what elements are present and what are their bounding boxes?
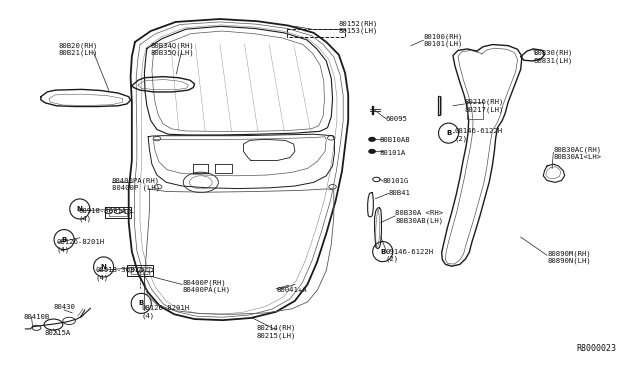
Text: 80152(RH)
80153(LH): 80152(RH) 80153(LH) <box>339 20 378 35</box>
Text: 08126-8201H
(4): 08126-8201H (4) <box>141 305 189 318</box>
Text: 80830(RH)
80831(LH): 80830(RH) 80831(LH) <box>533 49 573 64</box>
Text: 80B41: 80B41 <box>389 190 411 196</box>
Text: B: B <box>139 300 144 307</box>
Text: 80216(RH)
80217(LH): 80216(RH) 80217(LH) <box>464 99 504 113</box>
Text: 80430: 80430 <box>53 304 75 310</box>
Text: 08126-8201H
(4): 08126-8201H (4) <box>56 240 105 253</box>
Text: 80101G: 80101G <box>383 177 409 183</box>
Text: 80B30AC(RH)
80B30A1<LH>: 80B30AC(RH) 80B30A1<LH> <box>554 147 602 160</box>
Text: 80410B: 80410B <box>24 314 50 320</box>
Text: R8000023: R8000023 <box>576 344 616 353</box>
Text: 80B34Q(RH)
80B35Q(LH): 80B34Q(RH) 80B35Q(LH) <box>151 42 195 56</box>
Text: 80100(RH)
80101(LH): 80100(RH) 80101(LH) <box>424 33 463 47</box>
Text: N: N <box>100 264 106 270</box>
Text: N: N <box>77 206 83 212</box>
Circle shape <box>369 138 375 141</box>
Text: B: B <box>61 237 67 243</box>
Text: 80101A: 80101A <box>380 150 406 156</box>
Text: 60095: 60095 <box>386 116 408 122</box>
Text: 80215A: 80215A <box>45 330 71 336</box>
Text: 80890M(RH)
80890N(LH): 80890M(RH) 80890N(LH) <box>547 250 591 264</box>
Text: B: B <box>446 130 451 136</box>
Text: 80041+A: 80041+A <box>276 287 307 293</box>
Text: 80B10AB: 80B10AB <box>380 137 410 144</box>
Text: 80400P(RH)
80400PA(LH): 80400P(RH) 80400PA(LH) <box>182 279 230 293</box>
Text: 80214(RH)
80215(LH): 80214(RH) 80215(LH) <box>257 325 296 339</box>
Text: 08918-3091A
(4): 08918-3091A (4) <box>79 208 127 222</box>
Circle shape <box>369 150 375 153</box>
Text: 08146-6122H
(2): 08146-6122H (2) <box>455 128 503 142</box>
Text: 08918-3081A
(4): 08918-3081A (4) <box>95 267 143 281</box>
Text: 09146-6122H
(2): 09146-6122H (2) <box>386 248 434 262</box>
Text: B: B <box>380 248 385 254</box>
Text: 80B20(RH)
80B21(LH): 80B20(RH) 80B21(LH) <box>59 42 98 56</box>
Text: 80400PA(RH)
80400P (LH): 80400PA(RH) 80400P (LH) <box>112 177 160 191</box>
Text: 80B30A <RH>
80B30AB(LH): 80B30A <RH> 80B30AB(LH) <box>396 210 444 224</box>
